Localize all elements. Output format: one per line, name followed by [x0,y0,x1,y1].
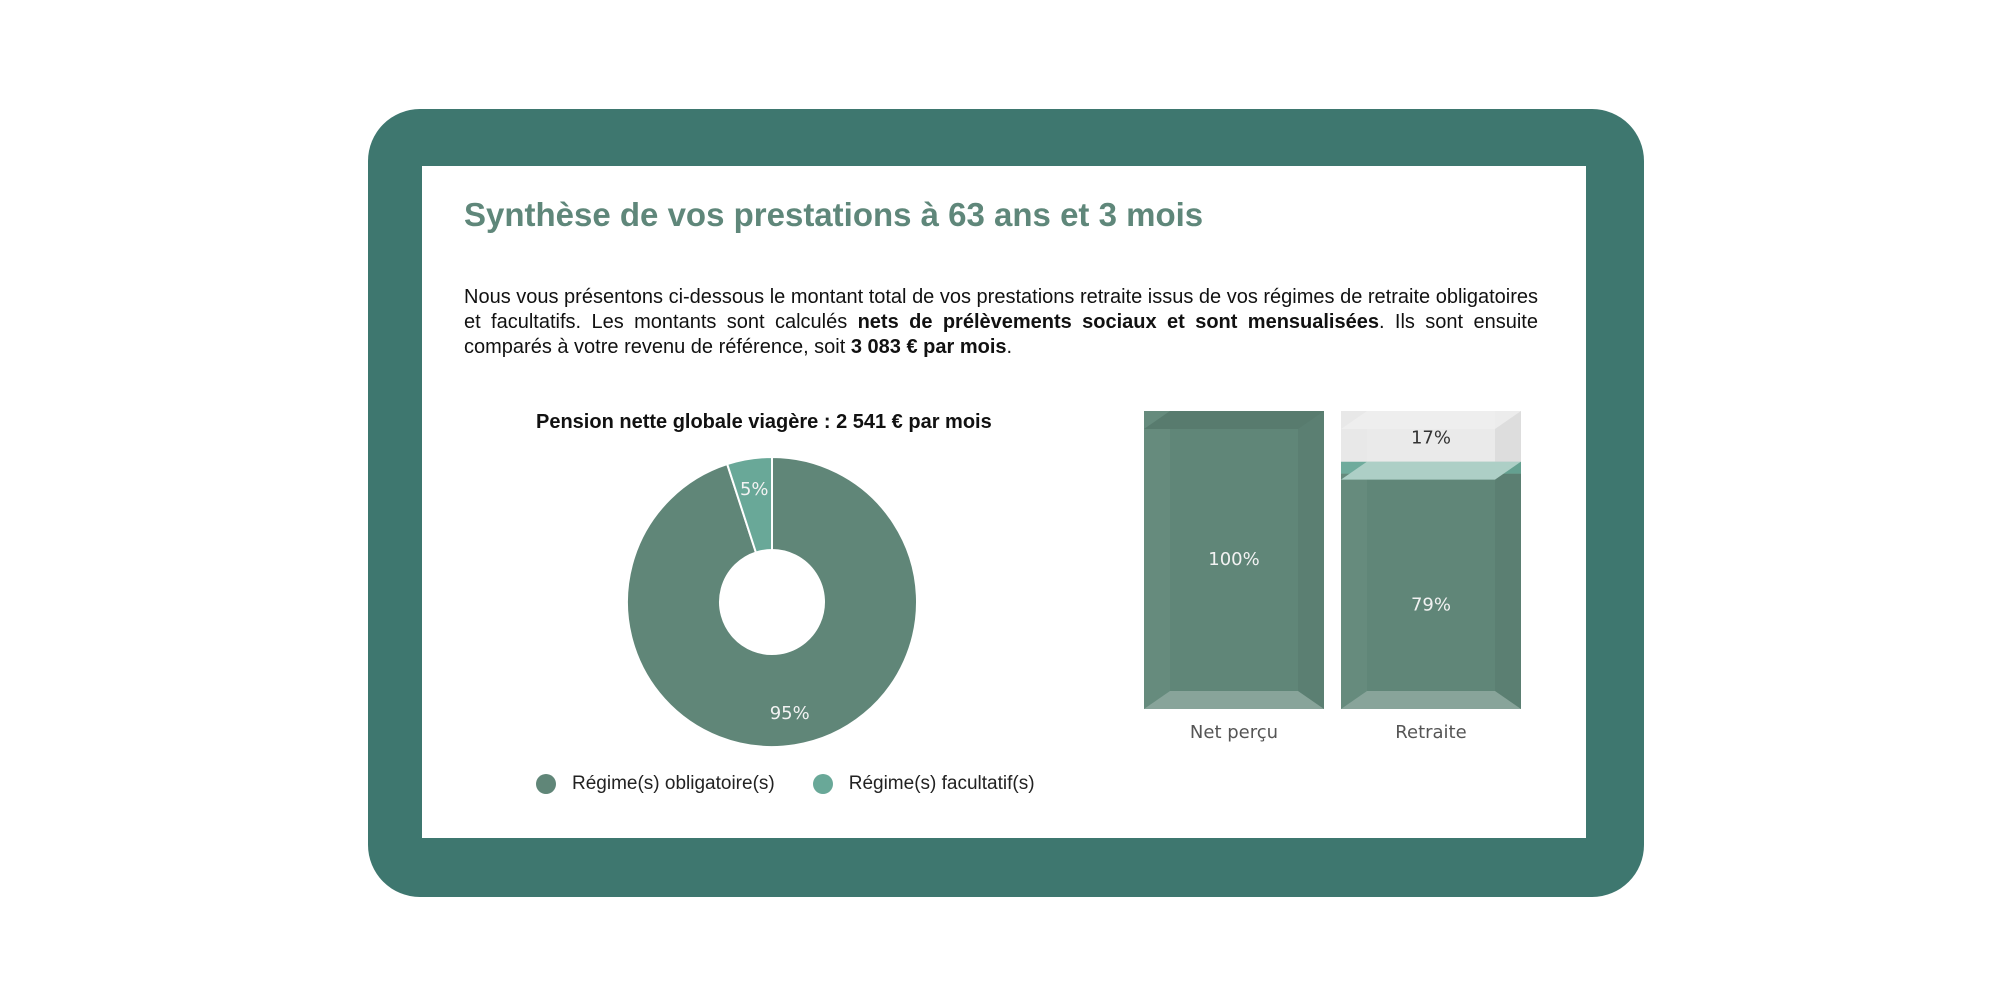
reference-income: 3 083 € par mois [850,336,1007,358]
bar-value-label-retraite-remaining: 17% [1411,427,1451,448]
bar-value-label-retraite-obligatoire: 79% [1411,594,1451,615]
bar-inner-right-net-percu-obligatoire [1298,411,1324,709]
donut-legend: Régime(s) obligatoire(s) Régime(s) facul… [536,773,1073,795]
bar-top-retraite [1341,411,1521,429]
page-title: Synthèse de vos prestations à 63 ans et … [464,196,1204,233]
legend-label-facultatif: Régime(s) facultatif(s) [848,773,1035,794]
legend-swatch-facultatif [812,774,833,794]
donut-chart-title: Pension nette globale viagère : 2 541 € … [536,411,992,433]
intro-text-1: Nous vous présentons ci-dessous le monta… [464,286,1538,333]
legend-item-obligatoire: Régime(s) obligatoire(s) [536,773,775,795]
x-tick-label-net-percu: Net perçu [1190,722,1278,743]
bar-segment-net-percu-obligatoire [1144,411,1324,709]
intro-bold-1: nets de prélèvements sociaux et sont men… [857,311,1379,333]
intro-text-3: . [1006,336,1013,358]
intro-paragraph: Nous vous présentons ci-dessous le monta… [464,285,1538,360]
donut-slice-label-regime-s-facultatif-s: 5% [740,479,769,500]
bar-inner-left-retraite-obligatoire [1341,473,1367,709]
intro-text-2: . Ils sont ensuite comparés à votre reve… [464,311,1538,358]
summary-card: Synthèse de vos prestations à 63 ans et … [422,166,1586,838]
bar-retraite [1341,411,1521,709]
bar-net-percu [1144,411,1324,709]
bar-inner-left-net-percu-obligatoire [1144,411,1170,709]
charts-canvas: 95% 5% 100% Net perçu 79% 17% Retraite [626,411,1521,748]
legend-item-facultatif: Régime(s) facultatif(s) [812,773,1035,795]
donut-slice-regime-s-obligatoire-s [626,455,918,748]
donut-chart [626,455,918,748]
bar-segment-retraite-obligatoire [1341,473,1521,709]
legend-label-obligatoire: Régime(s) obligatoire(s) [572,773,775,794]
donut-slice-regime-s-facultatif-s [725,455,773,554]
legend-swatch-obligatoire [536,774,556,794]
bar-value-label-net-percu-obligatoire: 100% [1208,549,1259,570]
donut-slice-label-regime-s-obligatoire-s: 95% [770,703,810,724]
bar-floor-net-percu [1144,691,1324,709]
x-tick-label-retraite: Retraite [1395,722,1466,743]
outer-frame: Synthèse de vos prestations à 63 ans et … [368,109,1644,897]
bar-top-net-percu [1144,411,1324,429]
bar-inner-right-retraite-obligatoire [1495,473,1521,709]
bar-divider-retraite [1341,461,1521,480]
bar-floor-retraite [1341,691,1521,709]
